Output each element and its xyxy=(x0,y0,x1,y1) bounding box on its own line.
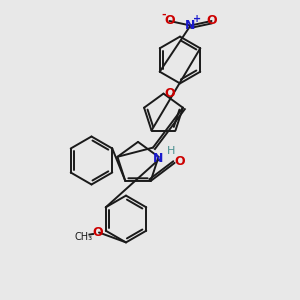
Text: O: O xyxy=(175,155,185,168)
Text: O: O xyxy=(206,14,217,28)
Text: N: N xyxy=(153,152,164,165)
Text: O: O xyxy=(165,87,176,100)
Text: O: O xyxy=(92,226,103,239)
Text: O: O xyxy=(164,14,175,28)
Text: +: + xyxy=(193,14,201,24)
Text: H: H xyxy=(167,146,175,156)
Text: N: N xyxy=(185,19,196,32)
Text: -: - xyxy=(161,9,166,20)
Text: CH₃: CH₃ xyxy=(75,232,93,242)
